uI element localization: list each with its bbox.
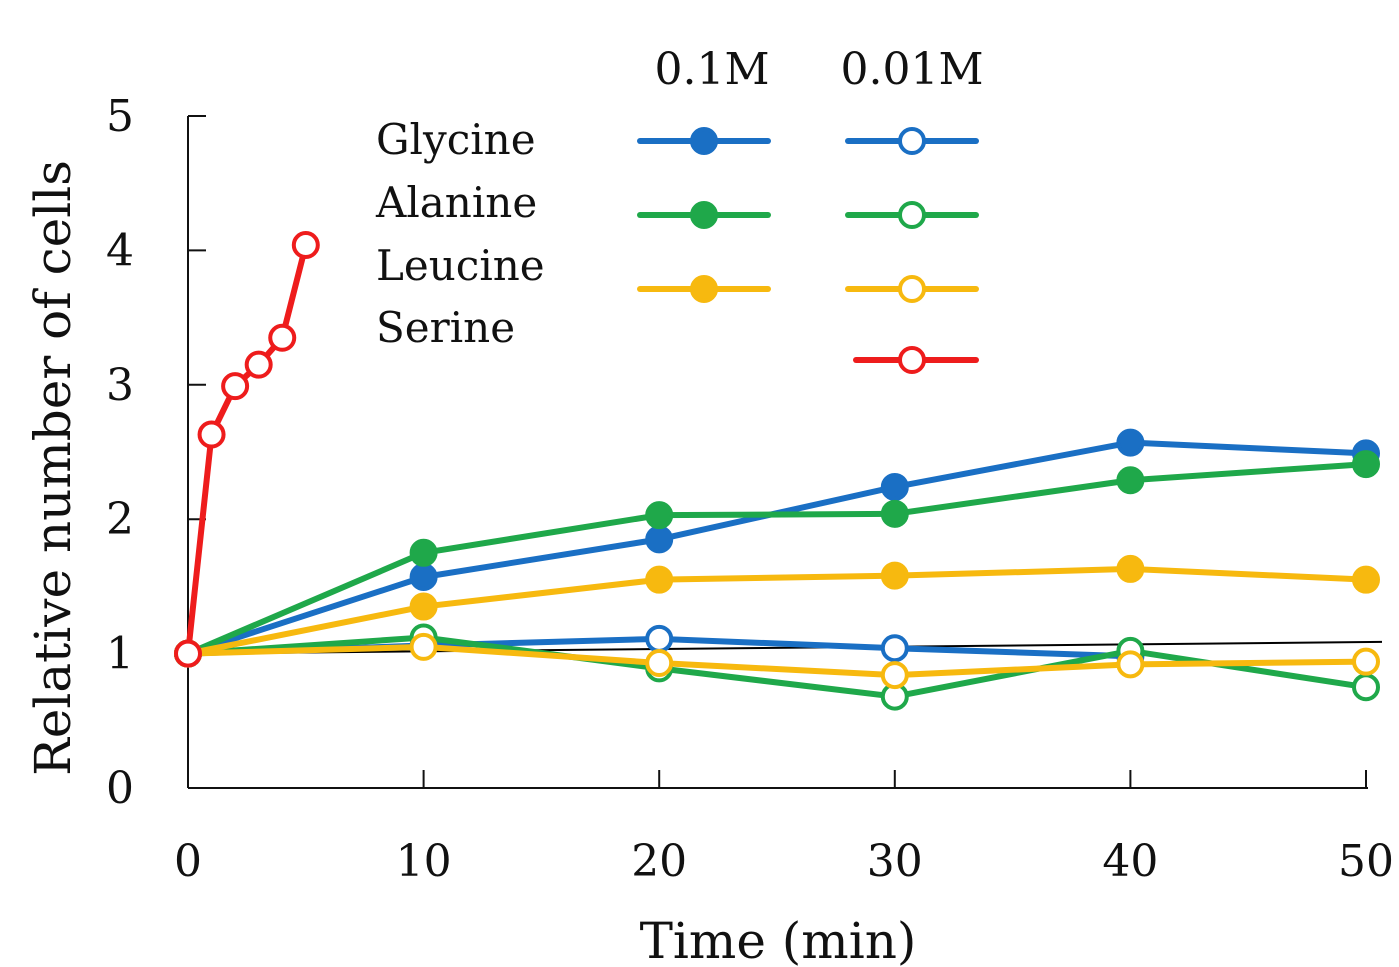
legend: 0.1M 0.01M Glycine Alanine Leucine Serine [375, 44, 984, 374]
data-point [1116, 428, 1145, 457]
y-tick-label: 0 [106, 763, 134, 814]
x-axis-label: Time (min) [640, 912, 917, 967]
y-tick-label: 1 [106, 629, 134, 680]
data-point [880, 561, 909, 590]
data-point [1352, 647, 1380, 676]
x-tick-label: 0 [174, 836, 202, 887]
legend-key-marker [898, 275, 926, 303]
data-point [645, 649, 674, 678]
series-line [185, 461, 1369, 657]
series-line [185, 634, 1369, 700]
data-point [1116, 554, 1145, 583]
reference-line-layer [187, 640, 1383, 655]
data-point [645, 525, 674, 554]
y-tick-label: 4 [106, 225, 134, 276]
y-axis-label: Relative number of cells [24, 160, 82, 776]
series-line [185, 242, 309, 657]
data-point [1352, 450, 1380, 479]
legend-row-label: Glycine [376, 115, 536, 164]
data-point [1116, 650, 1145, 679]
legend-column-header: 0.01M [840, 44, 983, 95]
y-tick-label: 3 [106, 360, 134, 411]
data-point [268, 323, 297, 352]
series-line [185, 565, 1369, 657]
x-tick-label: 10 [396, 836, 452, 887]
legend-key-marker [898, 346, 926, 374]
legend-key-marker [690, 275, 718, 303]
y-tick-label: 5 [106, 91, 134, 142]
data-point [221, 372, 250, 401]
series-serine-0_01M [174, 231, 320, 668]
legend-key-marker [898, 201, 926, 229]
data-point [880, 499, 909, 528]
legend-column-header: 0.1M [654, 44, 769, 95]
legend-row-label: Serine [376, 303, 515, 352]
data-point [645, 624, 674, 653]
data-point [409, 538, 438, 567]
data-point [1116, 466, 1145, 495]
data-point [197, 420, 226, 449]
x-tick-label: 30 [867, 836, 923, 887]
x-tick-label: 20 [631, 836, 687, 887]
legend-row-label: Alanine [375, 178, 537, 227]
data-point [880, 661, 909, 690]
legend-key-marker [690, 127, 718, 155]
x-tick-label: 50 [1338, 836, 1394, 887]
y-tick-label: 2 [106, 494, 134, 545]
series-alanine-0_1M [174, 450, 1380, 668]
data-point [880, 472, 909, 501]
data-point [409, 632, 438, 661]
x-tick-label: 40 [1102, 836, 1158, 887]
data-point [174, 639, 202, 668]
series-leucine-0_1M [174, 554, 1380, 668]
data-point [645, 565, 674, 594]
data-point [291, 231, 320, 260]
series-layer [174, 231, 1380, 711]
legend-row-label: Leucine [376, 241, 545, 290]
data-point [409, 562, 438, 591]
legend-key-marker [690, 201, 718, 229]
data-point [244, 350, 273, 379]
data-point [409, 592, 438, 621]
series-line [185, 643, 1369, 679]
data-point [880, 634, 909, 663]
data-point [1352, 673, 1380, 702]
legend-key-marker [898, 127, 926, 155]
series-glycine-0_1M [174, 428, 1380, 668]
reference-line [187, 640, 1383, 655]
data-point [645, 501, 674, 530]
data-point [1352, 565, 1380, 594]
